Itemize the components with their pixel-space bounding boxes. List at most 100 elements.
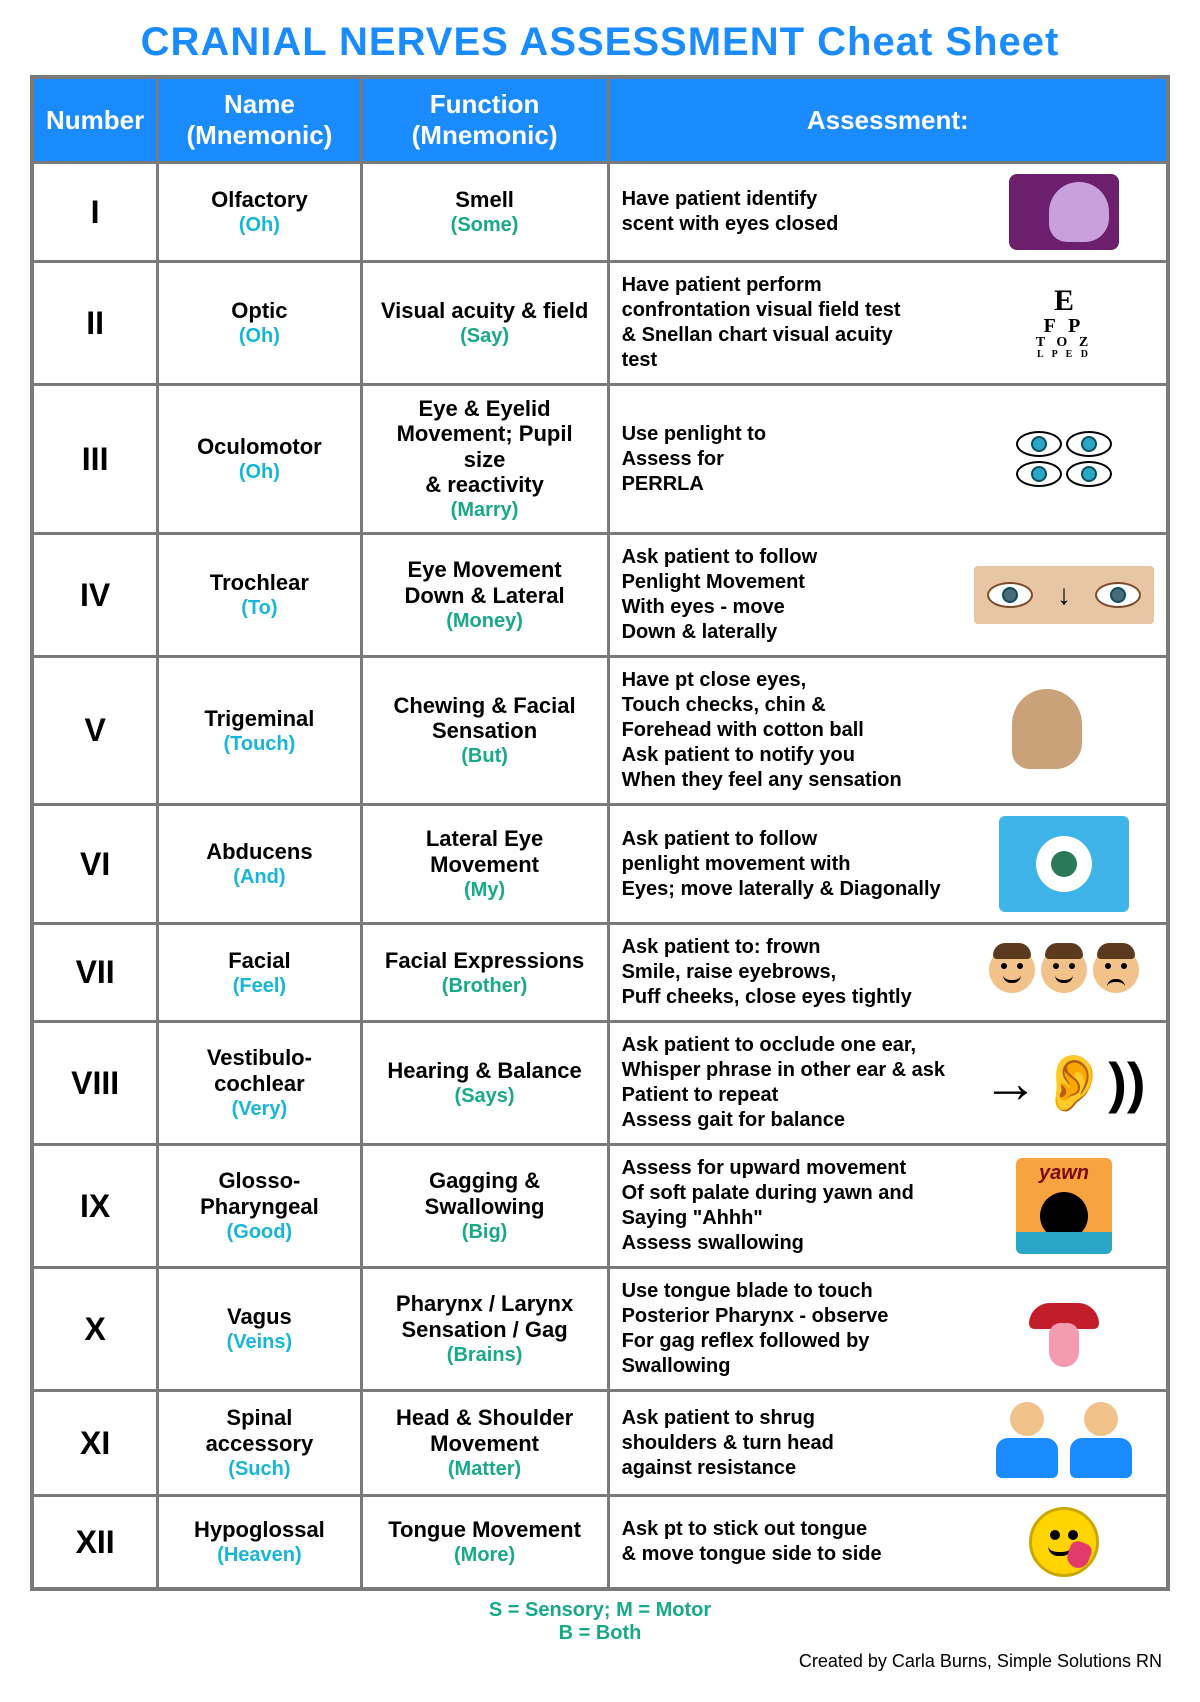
nerve-name-cell: Trigeminal(Touch)	[158, 657, 361, 805]
credit-line: Created by Carla Burns, Simple Solutions…	[30, 1651, 1170, 1672]
nerve-function: Tongue Movement	[375, 1517, 595, 1542]
nerve-function: Hearing & Balance	[375, 1058, 595, 1083]
name-mnemonic: (Touch)	[171, 733, 347, 756]
nerve-number: VIII	[32, 1022, 158, 1145]
function-mnemonic: (Say)	[375, 325, 595, 348]
function-mnemonic: (Money)	[375, 610, 595, 633]
assessment-illustration: yawn	[974, 1158, 1154, 1254]
nerve-name-cell: Vagus(Veins)	[158, 1268, 361, 1391]
nerve-number: II	[32, 262, 158, 385]
assessment-illustration	[974, 1507, 1154, 1577]
assessment-illustration	[974, 424, 1154, 494]
assessment-text: Use penlight toAssess forPERRLA	[622, 422, 962, 497]
nerve-number: VII	[32, 924, 158, 1022]
cranial-nerves-table: Number Name(Mnemonic) Function(Mnemonic)…	[30, 75, 1170, 1591]
nerve-number: XII	[32, 1496, 158, 1590]
assessment-cell: Ask pt to stick out tongue& move tongue …	[608, 1496, 1168, 1590]
nerve-function-cell: Hearing & Balance(Says)	[361, 1022, 608, 1145]
nerve-function-cell: Facial Expressions(Brother)	[361, 924, 608, 1022]
assessment-illustration	[974, 174, 1154, 250]
table-row: IXGlosso-Pharyngeal(Good)Gagging &Swallo…	[32, 1145, 1168, 1268]
name-mnemonic: (And)	[171, 866, 347, 889]
nerve-function: Lateral EyeMovement	[375, 826, 595, 877]
nerve-function: Eye MovementDown & Lateral	[375, 557, 595, 608]
legend-line2: B = Both	[559, 1622, 642, 1644]
nerve-name: Vestibulo-cochlear	[171, 1045, 347, 1096]
page: CRANIAL NERVES ASSESSMENT Cheat Sheet Nu…	[0, 0, 1200, 1702]
assessment-cell: Ask patient to followPenlight MovementWi…	[608, 534, 1168, 657]
nerve-name-cell: Spinalaccessory(Such)	[158, 1391, 361, 1496]
name-mnemonic: (Feel)	[171, 975, 347, 998]
nerve-function-cell: Pharynx / LarynxSensation / Gag(Brains)	[361, 1268, 608, 1391]
table-row: XIIHypoglossal(Heaven)Tongue Movement(Mo…	[32, 1496, 1168, 1590]
nerve-name: Optic	[171, 298, 347, 323]
nerve-name: Olfactory	[171, 187, 347, 212]
table-row: VTrigeminal(Touch)Chewing & FacialSensat…	[32, 657, 1168, 805]
table-row: IOlfactory(Oh)Smell(Some)Have patient id…	[32, 163, 1168, 262]
assessment-illustration: EF PT O ZL P E D	[974, 286, 1154, 360]
facial-expressions-icon	[986, 947, 1142, 999]
name-mnemonic: (Oh)	[171, 325, 347, 348]
assessment-illustration: →👂))	[974, 1048, 1154, 1118]
nerve-number: V	[32, 657, 158, 805]
table-body: IOlfactory(Oh)Smell(Some)Have patient id…	[32, 163, 1168, 1590]
table-row: IIOptic(Oh)Visual acuity & field(Say)Hav…	[32, 262, 1168, 385]
assessment-cell: Ask patient to: frownSmile, raise eyebro…	[608, 924, 1168, 1022]
assessment-illustration	[974, 938, 1154, 1008]
nerve-name: Oculomotor	[171, 434, 347, 459]
nerve-function: Head & ShoulderMovement	[375, 1405, 595, 1456]
nerve-name: Trochlear	[171, 570, 347, 595]
nerve-number: I	[32, 163, 158, 262]
nerve-name-cell: Optic(Oh)	[158, 262, 361, 385]
table-row: VIAbducens(And)Lateral EyeMovement(My)As…	[32, 805, 1168, 924]
name-mnemonic: (Oh)	[171, 214, 347, 237]
assessment-illustration	[974, 816, 1154, 912]
nerve-name-cell: Vestibulo-cochlear(Very)	[158, 1022, 361, 1145]
assessment-text: Ask patient to occlude one ear,Whisper p…	[622, 1033, 962, 1133]
eye-directions-icon	[999, 816, 1129, 912]
table-row: XVagus(Veins)Pharynx / LarynxSensation /…	[32, 1268, 1168, 1391]
nerve-number: IV	[32, 534, 158, 657]
nerve-function: Facial Expressions	[375, 948, 595, 973]
table-row: VIIIVestibulo-cochlear(Very)Hearing & Ba…	[32, 1022, 1168, 1145]
header-assessment: Assessment:	[608, 77, 1168, 163]
function-mnemonic: (Brother)	[375, 975, 595, 998]
nerve-function: Gagging &Swallowing	[375, 1168, 595, 1219]
nerve-function-cell: Chewing & FacialSensation(But)	[361, 657, 608, 805]
function-mnemonic: (Says)	[375, 1085, 595, 1108]
nerve-function: Visual acuity & field	[375, 298, 595, 323]
nerve-function-cell: Gagging &Swallowing(Big)	[361, 1145, 608, 1268]
assessment-text: Ask patient to followPenlight MovementWi…	[622, 545, 962, 645]
function-mnemonic: (Some)	[375, 214, 595, 237]
nerve-number: XI	[32, 1391, 158, 1496]
face-sensation-icon	[1004, 683, 1124, 779]
assessment-text: Ask patient to: frownSmile, raise eyebro…	[622, 935, 962, 1010]
name-mnemonic: (To)	[171, 597, 347, 620]
assessment-text: Have patient performconfrontation visual…	[622, 273, 962, 373]
function-mnemonic: (My)	[375, 879, 595, 902]
nerve-name: Trigeminal	[171, 706, 347, 731]
nerve-function-cell: Lateral EyeMovement(My)	[361, 805, 608, 924]
assessment-cell: Ask patient to shrugshoulders & turn hea…	[608, 1391, 1168, 1496]
ear-icon: →👂))	[982, 1050, 1145, 1116]
name-mnemonic: (Oh)	[171, 461, 347, 484]
assessment-illustration	[974, 1402, 1154, 1484]
legend: S = Sensory; M = Motor B = Both	[30, 1599, 1170, 1645]
nerve-function-cell: Tongue Movement(More)	[361, 1496, 608, 1590]
assessment-text: Have pt close eyes,Touch checks, chin &F…	[622, 668, 962, 793]
snellen-chart-icon: EF PT O ZL P E D	[1036, 286, 1092, 360]
nerve-number: IX	[32, 1145, 158, 1268]
function-mnemonic: (Brains)	[375, 1344, 595, 1367]
eyes-photo-icon: ↓	[974, 566, 1154, 624]
legend-line1: S = Sensory; M = Motor	[489, 1599, 711, 1621]
nerve-number: VI	[32, 805, 158, 924]
tongue-out-smiley-icon	[1029, 1507, 1099, 1577]
eyes-perrla-icon	[1014, 429, 1114, 489]
assessment-text: Ask patient to shrugshoulders & turn hea…	[622, 1406, 962, 1481]
nerve-name: Hypoglossal	[171, 1517, 347, 1542]
assessment-cell: Use tongue blade to touchPosterior Phary…	[608, 1268, 1168, 1391]
nerve-name-cell: Facial(Feel)	[158, 924, 361, 1022]
nerve-name-cell: Abducens(And)	[158, 805, 361, 924]
yawn-icon: yawn	[1016, 1158, 1112, 1254]
assessment-cell: Use penlight toAssess forPERRLA	[608, 385, 1168, 534]
